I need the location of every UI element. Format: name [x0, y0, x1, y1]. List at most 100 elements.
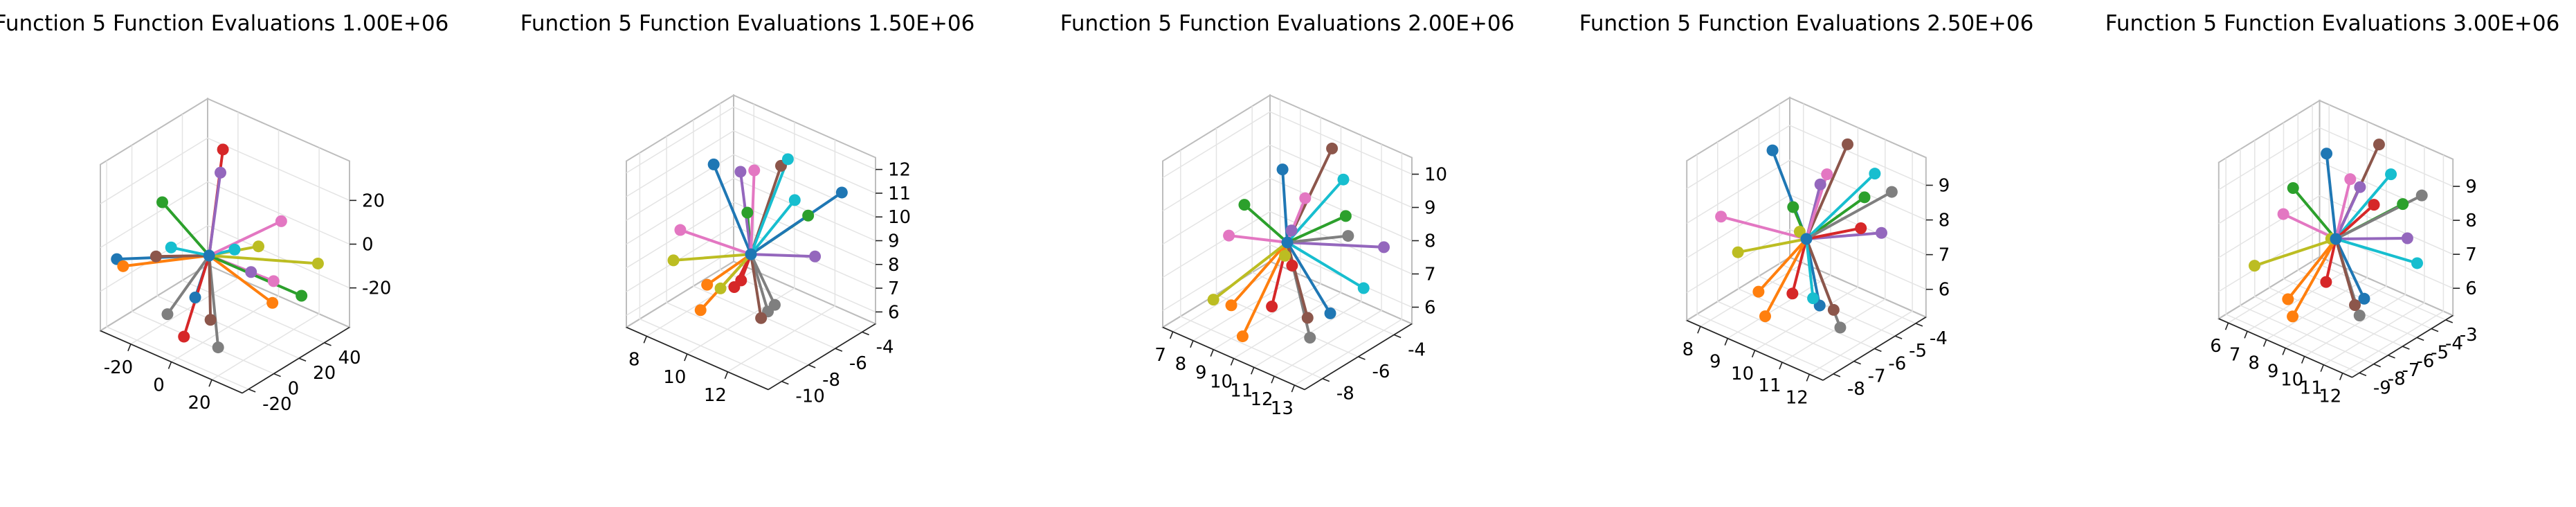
data-point [2344, 173, 2357, 186]
y-tick-mark [2416, 337, 2424, 341]
data-point [835, 186, 848, 199]
y-tick-mark [1833, 373, 1841, 377]
data-point [1238, 199, 1251, 211]
subplot-3-title: Function 5 Function Evaluations 2.00E+06 [1060, 11, 1515, 36]
x-tick-label: -20 [104, 357, 133, 378]
data-point [1766, 144, 1779, 157]
y-gridline [156, 130, 300, 359]
x-tick-label: 11 [1230, 380, 1253, 401]
x-gridline [1294, 153, 1403, 386]
y-gridline [106, 160, 249, 390]
x-tick-mark [2320, 364, 2324, 372]
data-segment [712, 163, 752, 256]
data-point [2415, 189, 2428, 202]
data-segment [1805, 226, 1862, 240]
x-gridline [2304, 138, 2406, 357]
data-point [2249, 260, 2260, 272]
subplot-3-data [1207, 142, 1390, 344]
z-tick-label: 8 [1424, 231, 1436, 252]
data-point [1821, 168, 1833, 181]
data-segment [2334, 236, 2409, 240]
subplot-1-title: Function 5 Function Evaluations 1.00E+06 [0, 11, 448, 36]
z-tick-label: 9 [1939, 175, 1950, 196]
data-segment [750, 198, 797, 256]
y-tick-label: -3 [2460, 325, 2478, 346]
data-point [768, 299, 781, 311]
x-gridline [2285, 130, 2387, 349]
data-point [1342, 230, 1354, 242]
data-point [1301, 312, 1314, 324]
y-tick-mark [1874, 348, 1882, 353]
x-gridline [1808, 151, 1913, 375]
data-segment [1763, 238, 1808, 318]
data-segment [2334, 172, 2393, 240]
y-tick-label: -4 [876, 337, 894, 357]
data-point [694, 304, 707, 317]
y-tick-label: -4 [1930, 328, 1948, 349]
x-tick-label: 10 [2280, 370, 2303, 391]
y-gridline [2312, 105, 2447, 321]
x-tick-label: 10 [1210, 372, 1233, 393]
y-axis-line [768, 323, 876, 391]
data-segment [2253, 238, 2337, 267]
x-gridline [1781, 139, 1886, 363]
center-point [745, 248, 757, 260]
y-tick-mark [835, 348, 843, 352]
subplot-4-title: Function 5 Function Evaluations 2.50E+06 [1579, 11, 2034, 36]
z-tick-label: -20 [362, 278, 391, 299]
data-segment [2324, 238, 2337, 284]
y-gridline [1758, 116, 1896, 337]
z-tick-label: 12 [888, 160, 911, 181]
y-tick-label: 0 [288, 379, 300, 400]
y-tick-mark [1393, 334, 1402, 339]
data-point [2373, 139, 2385, 151]
subplot-1-data [111, 143, 324, 354]
data-point [311, 257, 324, 269]
y-tick-label: -7 [1868, 366, 1886, 387]
data-segment [121, 254, 211, 268]
subplot-2-data [667, 153, 848, 324]
data-point [2411, 257, 2423, 269]
data-segment [1286, 241, 1332, 315]
side-pane [626, 94, 734, 329]
subplot-5: Function 5 Function Evaluations 3.00E+06… [2105, 11, 2560, 407]
y-gridline [1180, 150, 1323, 380]
data-segment [1719, 215, 1808, 240]
data-point [788, 194, 801, 206]
z-gridline [626, 201, 876, 269]
data-segment [1805, 238, 1835, 312]
subplot-5-title: Function 5 Function Evaluations 3.00E+06 [2105, 11, 2560, 36]
y-tick-label: 40 [338, 348, 361, 368]
x-gridline [211, 148, 320, 380]
data-segment [1286, 214, 1348, 244]
x-tick-mark [1210, 349, 1214, 357]
x-axis-line [626, 326, 769, 391]
data-segment [750, 190, 844, 256]
x-tick-label: 20 [188, 393, 211, 413]
data-point [2358, 292, 2370, 305]
data-segment [2325, 152, 2337, 240]
data-point [1732, 246, 1744, 258]
data-point [2287, 181, 2299, 194]
side-pane [100, 97, 208, 332]
y-tick-mark [862, 331, 869, 336]
data-point [212, 341, 224, 354]
y-tick-mark [1358, 356, 1366, 360]
x-tick-mark [167, 362, 172, 369]
x-tick-label: 9 [1195, 363, 1207, 384]
data-segment [170, 246, 211, 257]
data-point [1266, 301, 1278, 313]
x-tick-mark [2282, 348, 2286, 355]
x-tick-mark [1251, 367, 1255, 375]
data-segment [208, 254, 320, 265]
y-gridline [2283, 123, 2418, 338]
data-point [1842, 138, 1854, 150]
y-tick-label: -8 [822, 370, 840, 391]
y-tick-mark [1915, 323, 1923, 327]
data-point [714, 282, 727, 294]
data-segment [1286, 234, 1350, 244]
data-segment [1227, 234, 1289, 244]
data-point [1286, 259, 1298, 272]
subplot-4: Function 5 Function Evaluations 2.50E+06… [1579, 11, 2034, 408]
